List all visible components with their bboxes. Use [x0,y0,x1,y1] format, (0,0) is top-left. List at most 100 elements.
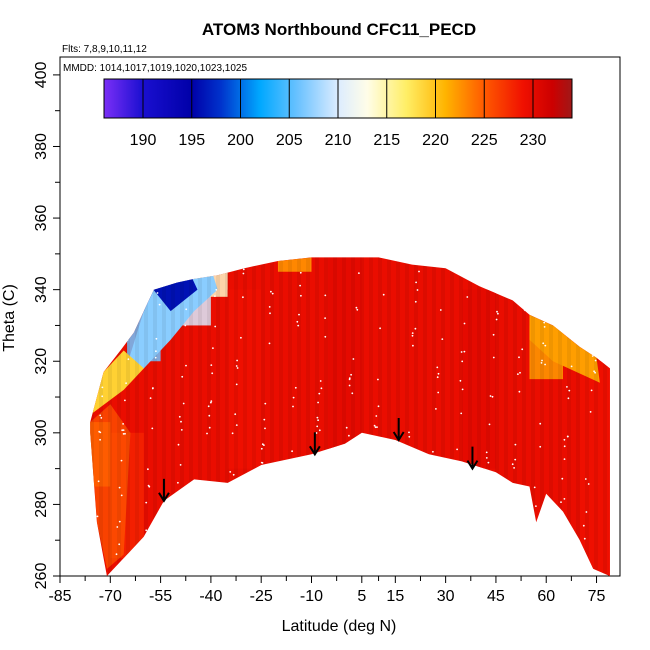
sample-dot [374,426,377,429]
sample-dot [436,366,439,369]
sample-dot [454,489,457,492]
sample-dot [206,432,208,435]
sample-dot [173,565,176,568]
sample-dot [582,524,585,527]
sample-dot [541,359,543,362]
y-tick-label: 400 [33,61,50,88]
sample-dot [242,296,244,299]
sample-dot [352,358,355,360]
sample-dot [595,330,598,333]
sample-dot [203,485,205,488]
sample-dot [177,497,180,499]
sample-dot [182,402,185,405]
sample-dot [179,464,182,466]
arrow-head [466,460,479,471]
sample-dot [268,342,271,345]
sample-dot [339,562,342,564]
sample-dot [483,493,486,496]
sample-dot [594,359,597,362]
sample-dot [518,390,521,393]
tropopause-arrow [158,478,170,503]
sample-dot [509,538,512,541]
sample-dot [358,272,360,274]
sample-dot [296,320,299,323]
sample-dot [459,379,462,382]
sample-dot [567,397,570,400]
sample-dot [118,486,121,489]
sample-dot [355,306,358,309]
sample-dot [124,399,126,402]
sample-dot [124,432,126,435]
sample-dot [545,266,548,269]
x-tick-label: -10 [300,588,323,605]
x-tick-label: 60 [537,588,555,605]
sample-dot [573,268,575,271]
sample-dot [348,434,350,437]
sample-dot [404,505,407,508]
sample-dot [173,517,175,520]
sample-dot [408,431,410,434]
sample-dot [415,281,417,284]
sample-dot [240,336,242,339]
sample-dot [428,539,431,542]
sample-dot [99,438,101,441]
sample-dot [324,317,326,319]
plot-frame [59,56,621,577]
sample-dot [558,531,561,534]
y-tick-label: 260 [33,563,50,590]
sample-dot [107,273,109,276]
sample-dot [368,536,370,539]
sample-dot [468,269,471,272]
sample-dot [376,426,378,428]
tropopause-arrow [309,432,321,457]
sample-dot [149,397,152,399]
sample-dot [287,469,289,471]
sample-dot [287,482,289,485]
sample-dot [121,429,124,432]
sample-dot [542,342,545,345]
sample-dot [539,422,542,425]
sample-dot [485,457,488,459]
sample-dot [466,275,468,278]
sample-dot [177,443,180,446]
sample-dot [180,420,182,423]
sample-dot [568,389,571,392]
sample-dot [454,498,457,500]
sample-dot [141,565,144,568]
sample-dot [99,414,102,417]
sample-dot [518,356,520,359]
sample-dot [566,386,568,388]
sample-dot [433,493,435,496]
sample-dot [382,293,385,296]
sample-dot [263,418,266,421]
sample-dot [156,292,159,294]
sample-dot [102,361,105,363]
colorbar-tick-label: 205 [276,132,303,149]
sample-dot [184,324,187,327]
sample-dot [466,296,469,298]
sample-dot [540,362,543,364]
sample-dot [427,526,430,529]
sample-dot [460,351,463,353]
sample-dot [570,313,573,316]
sample-dot [115,553,118,556]
sample-dot [482,554,485,557]
sample-dot [452,539,454,542]
sample-dot [591,355,594,357]
y-tick-label: 380 [33,133,50,160]
sample-dot [268,306,271,308]
sample-dot [173,516,176,518]
y-tick-label: 360 [33,205,50,232]
sample-dot [489,395,492,397]
sample-dot [581,560,583,563]
sample-dot [226,557,228,559]
sample-dot [229,471,232,473]
sample-dot [231,432,234,435]
sample-dot [523,309,526,312]
sample-dot [436,376,439,379]
sample-dot [171,542,174,545]
y-tick-label: 340 [33,276,50,303]
sample-dot [377,378,379,381]
sample-dot [406,445,408,448]
sample-dot [158,303,161,306]
